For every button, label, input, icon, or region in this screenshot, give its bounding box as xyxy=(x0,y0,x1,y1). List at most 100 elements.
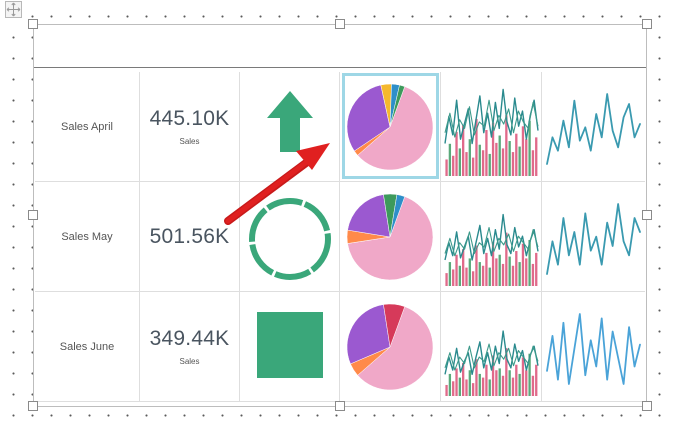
bar xyxy=(481,149,485,176)
bar xyxy=(535,364,538,396)
pie-chart[interactable] xyxy=(340,182,440,292)
bar-line-chart[interactable] xyxy=(441,72,541,182)
bar xyxy=(511,377,515,396)
resize-handle-bottom-left[interactable] xyxy=(28,401,38,411)
sparkline[interactable] xyxy=(542,182,645,292)
table-visual[interactable]: Sales April 445.10K Sales Sales May xyxy=(33,24,647,407)
bar xyxy=(505,347,508,396)
pie-slice xyxy=(357,85,434,170)
kpi-card[interactable]: 501.56K xyxy=(150,225,230,249)
bar xyxy=(515,250,518,286)
series-line xyxy=(444,329,539,375)
sparkline-path xyxy=(546,202,641,275)
bar xyxy=(478,144,481,176)
resize-handle-top[interactable] xyxy=(335,19,345,29)
bar xyxy=(455,367,458,396)
bar xyxy=(452,380,455,396)
pie-chart[interactable] xyxy=(340,292,440,402)
pie-slice xyxy=(389,84,406,127)
up-arrow-icon[interactable] xyxy=(240,72,339,182)
bar xyxy=(485,364,488,396)
move-icon[interactable] xyxy=(5,1,22,18)
bar xyxy=(515,133,518,176)
bar xyxy=(531,263,535,286)
bar xyxy=(508,369,511,396)
bar xyxy=(501,375,505,396)
bar xyxy=(501,147,505,176)
indicator-cell xyxy=(240,72,340,182)
resize-handle-bottom-right[interactable] xyxy=(642,401,652,411)
bar xyxy=(515,364,518,396)
bar xyxy=(462,124,465,176)
bar xyxy=(481,377,485,396)
bar-line-cell xyxy=(441,72,542,182)
bar xyxy=(528,353,531,396)
square-icon[interactable] xyxy=(240,292,339,402)
sparkline-path xyxy=(546,312,641,385)
pie-chart[interactable] xyxy=(340,72,440,182)
sparkline[interactable] xyxy=(542,72,645,182)
bar xyxy=(525,138,528,176)
resize-handle-top-right[interactable] xyxy=(642,19,652,29)
bar xyxy=(525,257,528,286)
indicator-cell xyxy=(240,182,340,292)
bar xyxy=(511,151,515,176)
series-line xyxy=(444,342,539,371)
pie-slice xyxy=(389,193,406,237)
bar xyxy=(508,256,511,286)
pie-slice xyxy=(347,195,434,280)
bar xyxy=(518,146,521,176)
bar xyxy=(458,147,462,176)
kpi-value: 501.56K xyxy=(149,224,230,248)
bar xyxy=(478,373,481,396)
bar xyxy=(448,373,452,396)
series-line xyxy=(444,213,539,261)
bar xyxy=(455,254,458,286)
pie-slice xyxy=(383,303,406,347)
header-band xyxy=(34,25,646,68)
bar xyxy=(505,114,508,176)
bar xyxy=(465,267,468,286)
bar xyxy=(488,378,491,396)
bar-line-chart[interactable] xyxy=(441,292,541,402)
kpi-grid: Sales April 445.10K Sales Sales May xyxy=(35,72,645,402)
bar xyxy=(458,265,462,286)
bar xyxy=(475,245,478,286)
pie-cell xyxy=(340,72,441,182)
bar xyxy=(465,151,468,176)
kpi-card[interactable]: 349.44K Sales xyxy=(150,327,230,366)
resize-handle-bottom[interactable] xyxy=(335,401,345,411)
series-line xyxy=(444,88,539,144)
bar xyxy=(495,369,498,396)
bar xyxy=(521,243,525,286)
bar xyxy=(445,272,448,286)
kpi-value: 349.44K xyxy=(149,327,230,350)
kpi-cell: 445.10K Sales xyxy=(140,72,240,182)
pie-slice xyxy=(347,193,391,237)
kpi-cell: 501.56K xyxy=(140,182,240,292)
bar-line-cell xyxy=(441,182,542,292)
bar xyxy=(452,155,455,176)
pie-slice xyxy=(346,303,391,364)
sparkline[interactable] xyxy=(542,292,645,402)
bar xyxy=(525,369,528,396)
ring-icon[interactable] xyxy=(240,182,339,292)
kpi-card[interactable]: 445.10K Sales xyxy=(150,107,230,146)
pie-cell xyxy=(340,292,441,402)
bar xyxy=(531,375,535,396)
resize-handle-top-left[interactable] xyxy=(28,19,38,29)
bar xyxy=(485,252,488,286)
resize-handle-left[interactable] xyxy=(28,210,38,220)
resize-handle-right[interactable] xyxy=(642,210,652,220)
sparkline-path xyxy=(546,92,641,165)
bar xyxy=(452,268,455,286)
indicator-cell xyxy=(240,292,340,402)
sparkline-cell xyxy=(542,292,645,402)
bar xyxy=(498,254,501,286)
bar xyxy=(478,261,481,286)
sparkline-cell xyxy=(542,182,645,292)
bar xyxy=(488,153,491,176)
bar xyxy=(535,136,538,176)
bar-line-chart[interactable] xyxy=(441,182,541,292)
bar xyxy=(491,122,495,176)
